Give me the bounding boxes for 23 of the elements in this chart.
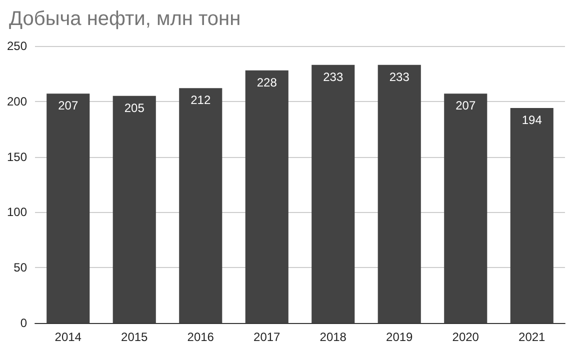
data-label: 194 bbox=[522, 113, 542, 128]
data-label: 233 bbox=[323, 70, 344, 84]
x-tick-label: 2016 bbox=[187, 330, 214, 344]
chart-title: Добыча нефти, млн тонн bbox=[9, 8, 241, 30]
data-label: 207 bbox=[58, 98, 78, 113]
x-tick-label: 2015 bbox=[121, 330, 148, 344]
x-tick-label: 2018 bbox=[320, 330, 347, 344]
data-label: 233 bbox=[389, 70, 410, 84]
y-tick-label: 100 bbox=[6, 205, 28, 220]
x-tick-label: 2021 bbox=[518, 330, 546, 344]
x-tick-label: 2019 bbox=[386, 330, 414, 344]
data-label: 205 bbox=[124, 100, 145, 115]
data-label: 228 bbox=[256, 75, 278, 90]
y-tick-label: 150 bbox=[6, 150, 28, 164]
x-tick-label: 2020 bbox=[452, 330, 480, 344]
y-tick-label: 50 bbox=[14, 260, 28, 275]
x-tick-label: 2014 bbox=[54, 330, 82, 344]
y-tick-label: 0 bbox=[20, 316, 28, 330]
data-label: 207 bbox=[456, 98, 476, 113]
x-tick-label: 2017 bbox=[254, 330, 281, 344]
y-tick-label: 250 bbox=[6, 39, 28, 53]
data-label: 212 bbox=[190, 93, 211, 108]
y-tick-label: 200 bbox=[6, 94, 28, 108]
